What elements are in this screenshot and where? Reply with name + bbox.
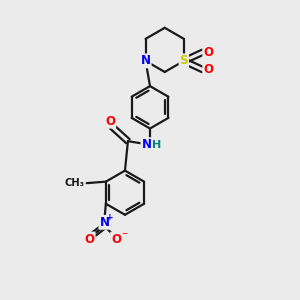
Text: ⁻: ⁻ bbox=[121, 230, 127, 243]
Text: N: N bbox=[142, 138, 152, 151]
Text: O: O bbox=[105, 115, 115, 128]
Text: O: O bbox=[111, 232, 121, 246]
Text: O: O bbox=[85, 232, 95, 246]
Text: +: + bbox=[106, 213, 114, 222]
Text: N: N bbox=[141, 54, 151, 68]
Text: H: H bbox=[152, 140, 161, 150]
Text: CH₃: CH₃ bbox=[64, 178, 84, 188]
Text: N: N bbox=[99, 216, 110, 229]
Text: O: O bbox=[203, 63, 213, 76]
Text: O: O bbox=[203, 46, 213, 59]
Text: S: S bbox=[180, 54, 188, 68]
